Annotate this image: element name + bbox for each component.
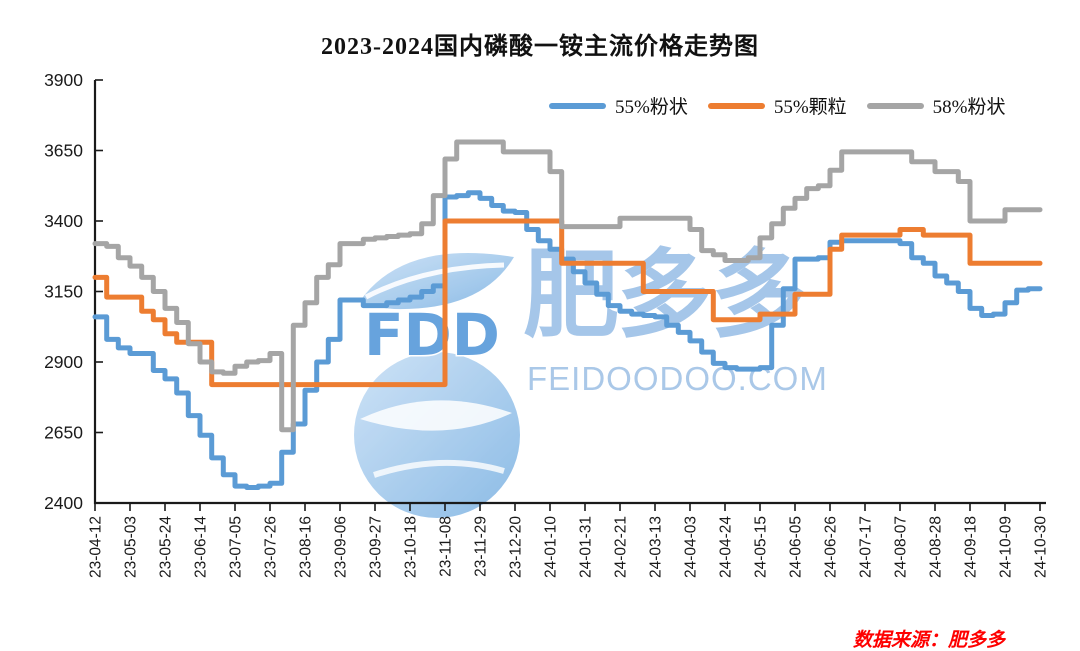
x-axis-tick-label: 23-11-29 [473,516,490,577]
legend-item-58-powder: 58%粉状 [866,92,1006,119]
x-axis-tick-label: 23-07-26 [263,516,280,578]
x-axis-tick-label: 23-12-20 [508,516,525,578]
legend-item-55-granular: 55%颗粒 [707,92,847,119]
legend-label-58-powder: 58%粉状 [932,97,1006,118]
x-axis-tick-label: 23-06-14 [193,516,210,578]
x-axis-tick-label: 24-04-03 [683,516,700,578]
x-axis-tick-label: 23-08-16 [298,516,315,578]
x-axis-tick-label: 23-04-12 [88,516,105,578]
y-axis-tick-label: 3400 [44,211,83,231]
x-axis-tick-label: 24-07-17 [858,516,875,578]
x-axis-tick-label: 24-08-28 [928,516,945,578]
chart-title: 2023-2024国内磷酸一铵主流价格走势图 [321,34,759,60]
y-axis-tick-label: 3900 [44,70,83,90]
y-axis-tick-label: 3150 [44,282,83,302]
y-axis-tick-label: 3650 [44,141,83,161]
x-axis-tick-label: 23-09-27 [368,516,385,578]
x-axis-tick-label: 24-06-26 [823,516,840,578]
x-axis-tick-label: 23-09-06 [333,516,350,578]
y-axis-tick-label: 2650 [44,423,83,443]
x-axis-tick-label: 24-10-09 [998,516,1015,578]
series-line-1 [92,218,1043,388]
legend-label-55-granular: 55%颗粒 [773,97,847,118]
x-axis-tick-label: 24-01-31 [578,516,595,578]
x-axis-tick-label: 24-03-13 [648,516,665,578]
x-axis-tick-label: 23-11-08 [438,516,455,577]
x-axis-tick-label: 24-01-10 [543,516,560,578]
legend-swatch-58-powder-icon [866,102,924,109]
legend-label-55-powder: 55%粉状 [615,97,688,118]
legend-item-55-powder: 55%粉状 [549,92,688,119]
legend-swatch-55-granular-icon [707,102,765,109]
x-axis-tick-label: 24-04-24 [718,516,735,578]
series-line-2 [92,139,1043,433]
x-axis-tick-label: 24-02-21 [613,516,630,578]
x-axis-tick-label: 23-10-18 [403,516,420,578]
legend-swatch-55-powder-icon [549,102,606,109]
x-axis-tick-label: 23-05-24 [158,516,175,578]
x-axis-tick-label: 24-09-18 [963,516,980,578]
axis-lines [93,80,1046,505]
chart-legend: 55%粉状 55%颗粒 58%粉状 [549,92,1005,119]
x-axis-tick-label: 24-06-05 [788,516,805,578]
x-axis-tick-label: 24-05-15 [753,516,770,578]
data-source-note: 数据来源：肥多多 [853,630,1006,651]
x-axis-tick-label: 23-07-05 [228,516,245,578]
x-axis-tick-label: 23-05-03 [123,516,140,578]
x-axis-tick-label: 24-08-07 [893,516,910,578]
y-axis-tick-label: 2400 [44,493,83,513]
x-axis-tick-label: 24-10-30 [1033,516,1050,578]
y-axis-tick-label: 2900 [44,352,83,372]
